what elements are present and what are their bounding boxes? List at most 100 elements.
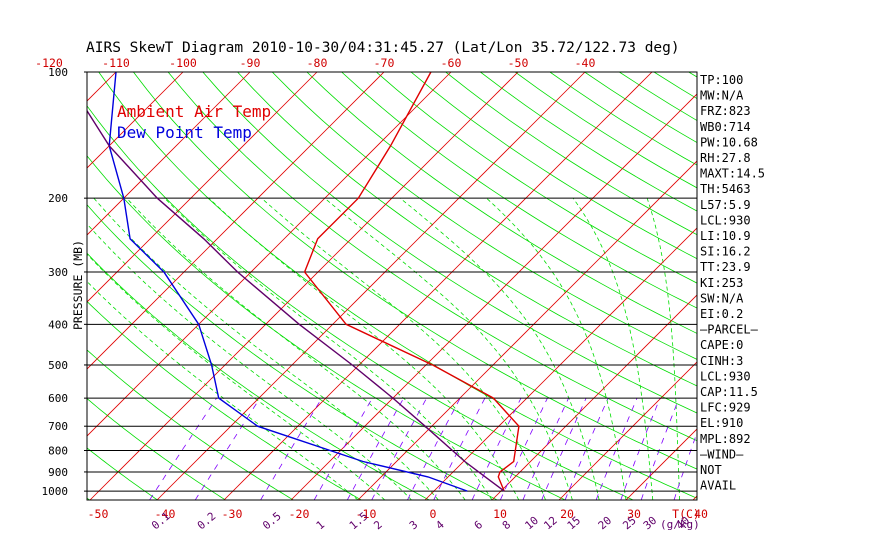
plot-frame bbox=[86, 71, 698, 501]
y-tick-label: 600 bbox=[48, 392, 68, 405]
mixing-ratio-line bbox=[433, 397, 486, 500]
index-item: LCL:930 bbox=[700, 213, 751, 227]
mixing-ratio-line bbox=[260, 397, 323, 500]
dew-point-temp-line bbox=[108, 72, 468, 492]
index-item: EI:0.2 bbox=[700, 307, 743, 321]
isotherm bbox=[357, 160, 697, 500]
dry-adiabat bbox=[0, 72, 22, 500]
mixing-ratio-label: 3 bbox=[407, 518, 420, 532]
isotherm bbox=[87, 72, 452, 437]
moist-adiabat bbox=[164, 197, 493, 500]
dry-adiabat bbox=[87, 300, 362, 500]
dry-adiabat bbox=[514, 72, 697, 189]
y-tick-label: 200 bbox=[48, 192, 68, 205]
index-item: SI:16.2 bbox=[700, 245, 751, 259]
index-item: TP:100 bbox=[700, 73, 743, 87]
y-axis-label: PRESSURE (MB) bbox=[71, 240, 85, 330]
mixing-ratio-label: 10 bbox=[522, 514, 541, 532]
top-tick-label: -50 bbox=[508, 56, 529, 70]
moist-adiabat bbox=[324, 197, 573, 500]
isotherm bbox=[87, 72, 318, 303]
profile-lines bbox=[87, 72, 520, 492]
mixing-ratio-label: 20 bbox=[596, 514, 615, 532]
x-tick-label: 10 bbox=[493, 507, 507, 521]
index-item: SW:N/A bbox=[700, 291, 744, 305]
isotherm bbox=[87, 72, 251, 236]
dry-adiabat bbox=[167, 72, 697, 442]
mixing-ratio-label: 0.5 bbox=[260, 510, 284, 533]
top-tick-label: -70 bbox=[374, 56, 395, 70]
index-item: RH:27.8 bbox=[700, 151, 751, 165]
x-tick-label: -10 bbox=[356, 507, 377, 521]
isotherm bbox=[0, 72, 49, 500]
mixing-ratio-line bbox=[313, 397, 373, 500]
mixing-ratio-label: 2 bbox=[371, 518, 384, 532]
index-item: TT:23.9 bbox=[700, 260, 751, 274]
dry-adiabat bbox=[87, 447, 158, 500]
mixing-ratio-label: 1 bbox=[314, 518, 327, 532]
mixing-ratio-line bbox=[564, 397, 609, 500]
top-tick-label: -120 bbox=[35, 56, 63, 70]
mixing-ratio-line bbox=[149, 397, 217, 500]
ambient-air-temp-line bbox=[303, 72, 520, 492]
index-item: KI:253 bbox=[700, 276, 743, 290]
index-item: LI:10.9 bbox=[700, 229, 751, 243]
index-item: CINH:3 bbox=[700, 354, 743, 368]
dry-adiabat bbox=[410, 72, 697, 260]
top-tick-label: -80 bbox=[307, 56, 328, 70]
dry-adiabat bbox=[87, 349, 294, 500]
dry-adiabat bbox=[87, 398, 226, 500]
legend-ambient-air-temp: Ambient Air Temp bbox=[117, 102, 271, 121]
isotherm bbox=[87, 72, 385, 370]
mixing-ratio-line bbox=[371, 397, 428, 500]
index-item: FRZ:823 bbox=[700, 104, 751, 118]
y-tick-label: 100 bbox=[48, 66, 68, 79]
y-tick-label: 400 bbox=[48, 318, 68, 331]
x-tick-label: 20 bbox=[560, 507, 574, 521]
mixing-ratio-line bbox=[640, 397, 680, 500]
mixing-ratio-label: 0.2 bbox=[195, 510, 219, 533]
mixing-ratio-line bbox=[346, 397, 405, 500]
index-item: MPL:892 bbox=[700, 432, 751, 446]
moist-adiabat bbox=[486, 197, 627, 500]
dry-adiabat bbox=[87, 105, 634, 500]
isotherm bbox=[223, 72, 653, 500]
index-item: TH:5463 bbox=[700, 182, 751, 196]
index-item: CAPE:0 bbox=[700, 338, 743, 352]
index-item: EL:910 bbox=[700, 416, 743, 430]
index-item: AVAIL bbox=[700, 479, 736, 493]
dry-adiabat bbox=[341, 72, 697, 309]
isotherm bbox=[491, 294, 697, 500]
moist-adiabat bbox=[572, 197, 654, 500]
y-tick-label: 700 bbox=[48, 420, 68, 433]
dry-adiabat bbox=[87, 252, 430, 500]
dry-adiabat bbox=[271, 72, 697, 360]
index-item: NOT bbox=[700, 463, 722, 477]
x-axis-label: T(C) bbox=[672, 507, 700, 521]
dry-adiabat bbox=[306, 72, 697, 334]
mixing-ratio-line bbox=[541, 397, 587, 500]
index-item: WB0:714 bbox=[700, 120, 751, 134]
index-item: CAP:11.5 bbox=[700, 385, 758, 399]
dry-adiabat bbox=[376, 72, 697, 284]
mixing-ratio-line bbox=[620, 397, 661, 500]
y-tick-label: 800 bbox=[48, 445, 68, 458]
mixing-ratio-unit: (g/kg) bbox=[660, 518, 700, 531]
chart-title: AIRS SkewT Diagram 2010-10-30/04:31:45.2… bbox=[86, 40, 680, 56]
moist-adiabat bbox=[126, 197, 466, 500]
top-tick-label: -90 bbox=[240, 56, 261, 70]
moist-adiabat bbox=[208, 197, 520, 500]
mixing-ratio-label: 4 bbox=[433, 518, 447, 532]
dry-adiabat bbox=[758, 72, 870, 500]
y-tick-label: 900 bbox=[48, 466, 68, 479]
dry-adiabat bbox=[87, 155, 566, 500]
mixing-ratio-label: 12 bbox=[541, 514, 560, 532]
mixing-ratio-line bbox=[673, 431, 697, 500]
legend-dew-point-temp: Dew Point Temp bbox=[117, 123, 252, 142]
x-tick-label: -50 bbox=[88, 507, 109, 521]
index-item: MAXT:14.5 bbox=[700, 167, 765, 181]
moist-adiabat bbox=[87, 223, 412, 500]
mixing-ratio-line bbox=[407, 397, 461, 500]
dry-adiabat bbox=[793, 72, 870, 500]
mixing-ratio-line bbox=[471, 397, 522, 500]
